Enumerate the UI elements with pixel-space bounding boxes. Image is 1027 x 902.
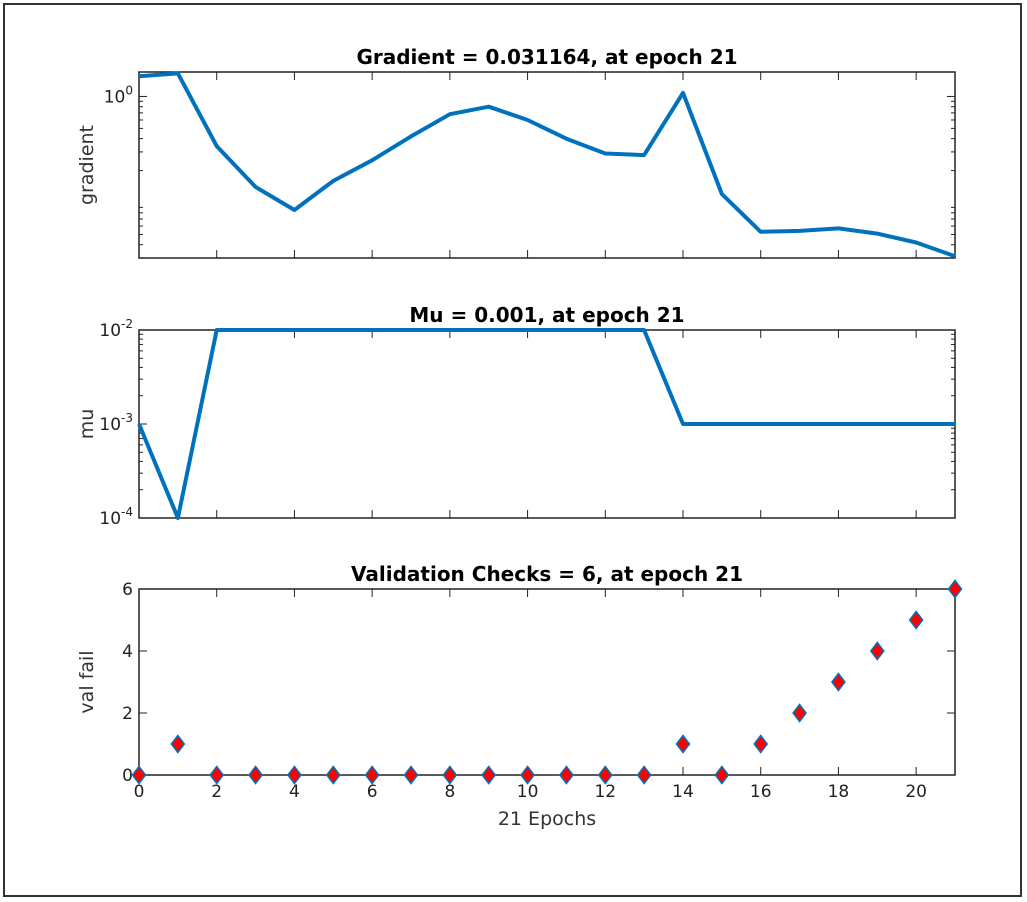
x-tick-label: 10 [517, 782, 539, 802]
val-fail-marker [753, 734, 769, 754]
x-tick-label: 2 [211, 782, 222, 802]
axes-box [138, 588, 956, 776]
val-fail-marker [597, 765, 613, 785]
y-tick-exponent: -2 [121, 317, 133, 331]
x-tick-label: 20 [905, 782, 927, 802]
y-tick-label: 10-2 [99, 317, 133, 341]
y-tick-base: 10 [99, 321, 121, 341]
chart-title: Gradient = 0.031164, at epoch 21 [356, 45, 737, 69]
y-tick-base: 10 [99, 509, 121, 529]
y-tick-exponent: -4 [121, 505, 133, 519]
val-fail-marker [869, 641, 885, 661]
val-fail-marker [675, 734, 691, 754]
x-tick-label: 0 [134, 782, 145, 802]
val-fail-marker [170, 734, 186, 754]
val-fail-marker [714, 765, 730, 785]
y-tick-label: 2 [122, 704, 133, 724]
y-tick-exponent: 0 [125, 83, 133, 97]
y-tick-label: 4 [122, 642, 133, 662]
x-tick-label: 8 [444, 782, 455, 802]
y-tick-exponent: -3 [121, 411, 133, 425]
val-fail-marker [520, 765, 536, 785]
chart-title: Validation Checks = 6, at epoch 21 [351, 562, 743, 586]
y-axis-label: gradient [76, 125, 98, 205]
val-fail-marker [442, 765, 458, 785]
axes-box [138, 71, 956, 259]
val-fail-marker [908, 610, 924, 630]
val-fail-marker [364, 765, 380, 785]
val-fail-marker [131, 765, 147, 785]
x-tick-label: 18 [828, 782, 850, 802]
y-tick-label: 6 [122, 580, 133, 600]
y-tick-base: 10 [104, 87, 126, 107]
chart-panel-1: Gradient = 0.031164, at epoch 21 gradient… [76, 45, 956, 259]
x-tick-label: 16 [750, 782, 772, 802]
y-axis-label: mu [76, 409, 98, 440]
y-tick-label: 10-4 [99, 505, 133, 529]
series-line [138, 71, 956, 259]
val-fail-marker [830, 672, 846, 692]
val-fail-marker [403, 765, 419, 785]
x-tick-label: 12 [594, 782, 616, 802]
val-fail-marker [947, 579, 963, 599]
y-axis-label: val fail [76, 650, 98, 713]
y-tick-label: 0 [122, 766, 133, 786]
x-axis-label: 21 Epochs [498, 808, 596, 830]
val-fail-marker [636, 765, 652, 785]
y-tick-base: 10 [99, 415, 121, 435]
val-fail-marker [209, 765, 225, 785]
chart-panel-3: Validation Checks = 6, at epoch 21 val fa… [76, 562, 963, 830]
val-fail-marker [286, 765, 302, 785]
series-line [137, 328, 955, 520]
x-tick-label: 14 [672, 782, 694, 802]
val-fail-marker [248, 765, 264, 785]
x-tick-label: 6 [367, 782, 378, 802]
val-fail-marker [558, 765, 574, 785]
y-tick-label: 10-3 [99, 411, 133, 435]
val-fail-marker [325, 765, 341, 785]
chart-title: Mu = 0.001, at epoch 21 [409, 303, 684, 327]
val-fail-marker [481, 765, 497, 785]
val-fail-marker [792, 703, 808, 723]
x-tick-label: 4 [289, 782, 300, 802]
y-tick-label: 100 [104, 83, 133, 107]
